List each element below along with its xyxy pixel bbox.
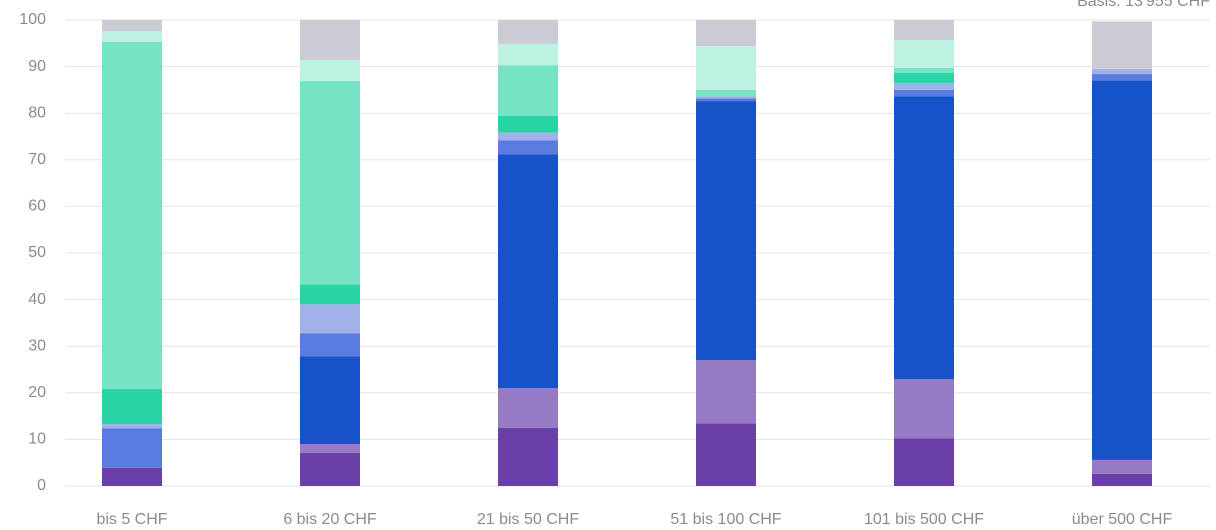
y-tick-label: 90 bbox=[28, 58, 46, 75]
bar-segment bbox=[894, 72, 954, 83]
bar-segment bbox=[894, 82, 954, 90]
bar-segment bbox=[300, 444, 360, 453]
bar-segment bbox=[498, 65, 558, 116]
y-tick-label: 20 bbox=[28, 384, 46, 401]
bar-segment bbox=[300, 81, 360, 285]
bar-segment bbox=[102, 20, 162, 32]
x-tick-label: 6 bis 20 CHF bbox=[283, 511, 377, 528]
x-tick-label: über 500 CHF bbox=[1072, 511, 1173, 528]
y-tick-label: 70 bbox=[28, 151, 46, 168]
bar-segment bbox=[696, 89, 756, 97]
y-tick-label: 80 bbox=[28, 104, 46, 121]
bar-segment bbox=[696, 360, 756, 424]
bar-segment bbox=[1092, 68, 1152, 75]
y-tick-label: 30 bbox=[28, 337, 46, 354]
bar-segment bbox=[498, 154, 558, 389]
bar-segment bbox=[696, 423, 756, 486]
y-tick-label: 0 bbox=[37, 477, 46, 494]
bar-segment bbox=[102, 467, 162, 486]
y-tick-label: 40 bbox=[28, 291, 46, 308]
bar-segment bbox=[102, 424, 162, 429]
bar-segment bbox=[696, 98, 756, 102]
bar-segment bbox=[1092, 473, 1152, 486]
bar-segment bbox=[894, 40, 954, 68]
bar-segment bbox=[498, 388, 558, 428]
bar-segment bbox=[696, 20, 756, 47]
y-tick-label: 60 bbox=[28, 198, 46, 215]
bar-segment bbox=[498, 427, 558, 486]
bar-segment bbox=[696, 101, 756, 361]
bar-segment bbox=[498, 43, 558, 66]
bar-segment bbox=[894, 67, 954, 73]
bar-segment bbox=[498, 20, 558, 44]
bar-segment bbox=[300, 20, 360, 61]
bar-segment bbox=[696, 46, 756, 90]
chart-subtitle: Basis: 13'955 CHF bbox=[1077, 0, 1210, 10]
bar-segment bbox=[894, 438, 954, 486]
bar-segment bbox=[1092, 74, 1152, 81]
bar-segment bbox=[696, 96, 756, 99]
bar-segment bbox=[498, 115, 558, 133]
bar-segment bbox=[102, 389, 162, 425]
bar-segment bbox=[300, 60, 360, 82]
bar-segment bbox=[894, 379, 954, 439]
bar-segment bbox=[894, 96, 954, 380]
bar-segment bbox=[102, 31, 162, 42]
bar-segment bbox=[300, 356, 360, 445]
bar-segment bbox=[1092, 80, 1152, 460]
x-tick-label: 51 bis 100 CHF bbox=[670, 511, 781, 528]
bar-segment bbox=[300, 333, 360, 357]
y-tick-label: 100 bbox=[19, 11, 46, 28]
bar-segment bbox=[894, 89, 954, 97]
bar-segment bbox=[102, 428, 162, 468]
bar-segment bbox=[300, 304, 360, 334]
y-tick-label: 10 bbox=[28, 431, 46, 448]
bar-segment bbox=[1092, 459, 1152, 474]
bar-segment bbox=[498, 140, 558, 155]
bar-segment bbox=[1092, 21, 1152, 69]
bar-segment bbox=[300, 284, 360, 305]
x-tick-label: bis 5 CHF bbox=[96, 511, 167, 528]
x-tick-label: 21 bis 50 CHF bbox=[477, 511, 579, 528]
y-tick-label: 50 bbox=[28, 244, 46, 261]
bar-segment bbox=[300, 452, 360, 486]
bar-segment bbox=[102, 41, 162, 390]
bar-segment bbox=[894, 20, 954, 41]
bar-segment bbox=[498, 132, 558, 141]
x-tick-label: 101 bis 500 CHF bbox=[864, 511, 984, 528]
